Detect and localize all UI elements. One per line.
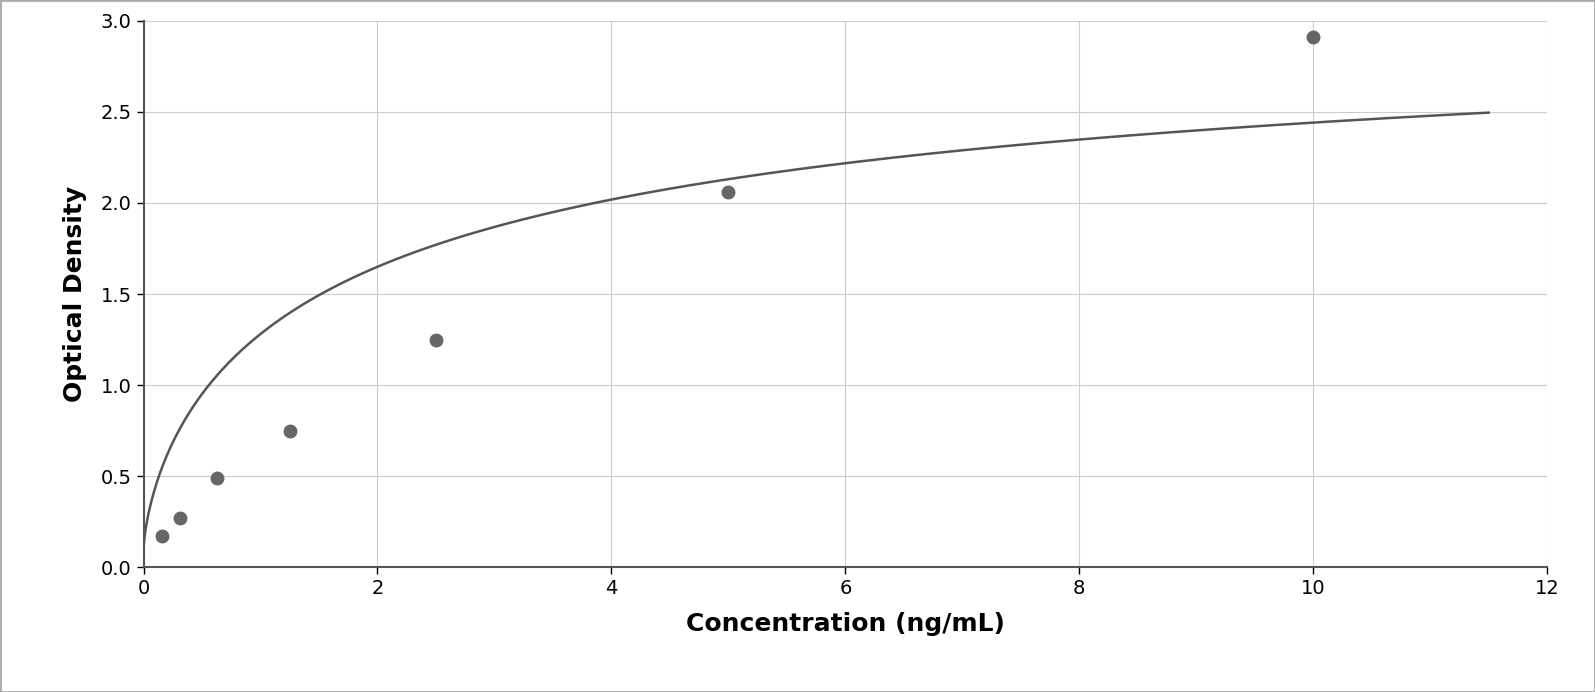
Point xyxy=(148,530,174,541)
X-axis label: Concentration (ng/mL): Concentration (ng/mL) xyxy=(686,612,1005,636)
Point xyxy=(1300,32,1325,43)
Point xyxy=(716,187,742,198)
Point xyxy=(278,425,303,437)
Point xyxy=(204,473,230,484)
Point xyxy=(423,334,448,345)
Y-axis label: Optical Density: Optical Density xyxy=(62,186,86,402)
Point xyxy=(167,513,193,524)
